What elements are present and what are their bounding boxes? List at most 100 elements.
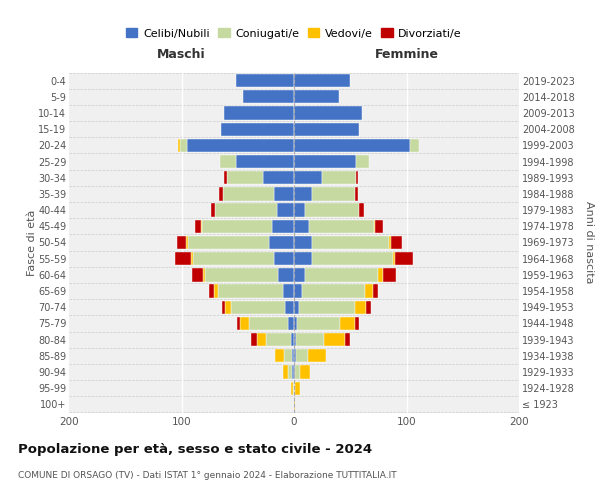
- Bar: [195, 220, 200, 233]
- Bar: [187, 138, 294, 152]
- Bar: [395, 252, 413, 266]
- Bar: [355, 188, 358, 200]
- Bar: [285, 300, 294, 314]
- Bar: [177, 236, 186, 249]
- Bar: [186, 236, 188, 249]
- Bar: [240, 317, 249, 330]
- Text: Maschi: Maschi: [157, 48, 206, 61]
- Bar: [294, 268, 305, 281]
- Bar: [293, 382, 294, 395]
- Bar: [312, 252, 393, 266]
- Bar: [235, 74, 294, 87]
- Bar: [294, 188, 312, 200]
- Bar: [322, 171, 356, 184]
- Bar: [269, 236, 294, 249]
- Bar: [274, 188, 294, 200]
- Bar: [294, 366, 295, 378]
- Bar: [222, 300, 226, 314]
- Bar: [202, 220, 271, 233]
- Y-axis label: Anni di nascita: Anni di nascita: [584, 201, 593, 284]
- Bar: [299, 300, 355, 314]
- Bar: [294, 317, 298, 330]
- Text: Femmine: Femmine: [374, 48, 439, 61]
- Bar: [294, 106, 361, 120]
- Bar: [226, 300, 231, 314]
- Bar: [298, 317, 340, 330]
- Bar: [235, 155, 294, 168]
- Bar: [295, 382, 299, 395]
- Bar: [191, 252, 193, 266]
- Bar: [325, 333, 344, 346]
- Bar: [294, 300, 299, 314]
- Bar: [231, 300, 285, 314]
- Bar: [294, 252, 312, 266]
- Bar: [236, 317, 240, 330]
- Bar: [355, 317, 359, 330]
- Text: Popolazione per età, sesso e stato civile - 2024: Popolazione per età, sesso e stato civil…: [18, 442, 372, 456]
- Bar: [292, 366, 294, 378]
- Bar: [193, 252, 274, 266]
- Bar: [374, 220, 375, 233]
- Bar: [218, 188, 223, 200]
- Bar: [294, 333, 296, 346]
- Bar: [305, 204, 359, 217]
- Bar: [299, 366, 310, 378]
- Bar: [393, 252, 395, 266]
- Bar: [294, 74, 350, 87]
- Bar: [283, 284, 294, 298]
- Bar: [410, 138, 419, 152]
- Bar: [373, 284, 379, 298]
- Bar: [308, 349, 325, 362]
- Bar: [289, 366, 292, 378]
- Bar: [205, 268, 278, 281]
- Bar: [221, 122, 294, 136]
- Bar: [294, 90, 339, 104]
- Bar: [274, 252, 294, 266]
- Bar: [200, 220, 202, 233]
- Bar: [366, 300, 371, 314]
- Bar: [302, 284, 365, 298]
- Bar: [356, 171, 358, 184]
- Bar: [175, 252, 191, 266]
- Bar: [379, 268, 383, 281]
- Bar: [227, 171, 263, 184]
- Bar: [283, 366, 289, 378]
- Text: COMUNE DI ORSAGO (TV) - Dati ISTAT 1° gennaio 2024 - Elaborazione TUTTITALIA.IT: COMUNE DI ORSAGO (TV) - Dati ISTAT 1° ge…: [18, 471, 397, 480]
- Bar: [211, 204, 215, 217]
- Bar: [292, 349, 294, 362]
- Bar: [294, 284, 302, 298]
- Bar: [181, 138, 187, 152]
- Bar: [296, 333, 325, 346]
- Bar: [294, 382, 295, 395]
- Bar: [209, 284, 214, 298]
- Bar: [365, 284, 373, 298]
- Bar: [305, 268, 379, 281]
- Bar: [277, 204, 294, 217]
- Bar: [312, 188, 355, 200]
- Bar: [218, 284, 283, 298]
- Bar: [391, 236, 402, 249]
- Bar: [215, 204, 277, 217]
- Bar: [294, 138, 410, 152]
- Bar: [249, 317, 289, 330]
- Bar: [263, 171, 294, 184]
- Bar: [191, 268, 203, 281]
- Bar: [224, 171, 227, 184]
- Bar: [383, 268, 397, 281]
- Bar: [178, 138, 181, 152]
- Bar: [188, 236, 269, 249]
- Bar: [290, 333, 294, 346]
- Bar: [257, 333, 266, 346]
- Bar: [223, 188, 274, 200]
- Bar: [294, 122, 359, 136]
- Bar: [278, 268, 294, 281]
- Bar: [284, 349, 292, 362]
- Bar: [295, 366, 299, 378]
- Bar: [312, 236, 389, 249]
- Bar: [214, 284, 218, 298]
- Bar: [294, 349, 296, 362]
- Bar: [340, 317, 355, 330]
- Bar: [308, 220, 374, 233]
- Bar: [355, 300, 366, 314]
- Bar: [244, 90, 294, 104]
